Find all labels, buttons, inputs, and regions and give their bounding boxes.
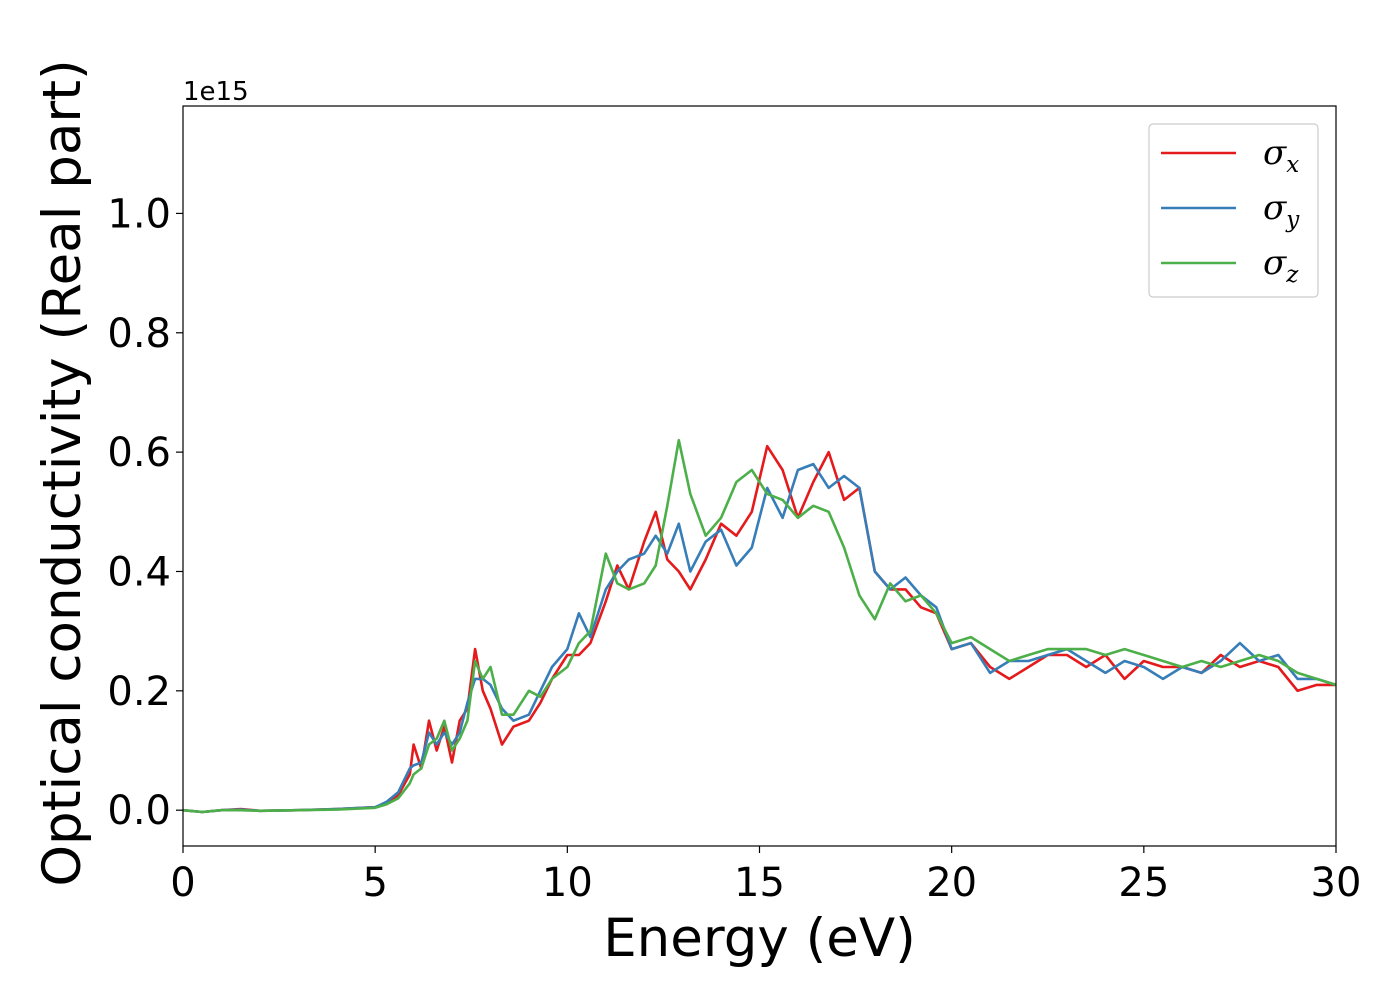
- series-layer: [183, 438, 1336, 814]
- y-tick-label: 1.0: [107, 191, 171, 237]
- legend-box: [1148, 123, 1319, 298]
- y-tick-label: 0.4: [107, 549, 171, 595]
- series-line-sigma-y: [183, 462, 1336, 814]
- y-axis: 0.0 0.2 0.4 0.6 0.8 1.0: [107, 191, 183, 834]
- x-tick-label: 20: [926, 860, 977, 906]
- series-line-sigma-z: [183, 438, 1336, 814]
- legend-label-sigma-z: σz: [1263, 243, 1299, 288]
- y-tick-label: 0.8: [107, 311, 171, 357]
- legend-label-sigma-x: σx: [1263, 133, 1299, 178]
- x-axis: 0 5 10 15 20 25 30: [170, 846, 1361, 906]
- x-tick-label: 5: [362, 860, 387, 906]
- x-tick-label: 0: [170, 860, 195, 906]
- y-tick-label: 0.6: [107, 430, 171, 476]
- y-tick-label: 0.0: [107, 788, 171, 834]
- x-tick-label: 10: [542, 860, 593, 906]
- x-tick-label: 30: [1311, 860, 1362, 906]
- legend-label-sigma-y: σy: [1263, 188, 1300, 233]
- x-tick-label: 25: [1118, 860, 1169, 906]
- y-axis-label: Optical conductivity (Real part): [32, 59, 93, 886]
- legend: σx σy σz: [1148, 123, 1319, 298]
- x-axis-label: Energy (eV): [603, 908, 916, 969]
- y-tick-label: 0.2: [107, 669, 171, 715]
- y-offset-label: 1e15: [183, 77, 249, 107]
- x-tick-label: 15: [734, 860, 785, 906]
